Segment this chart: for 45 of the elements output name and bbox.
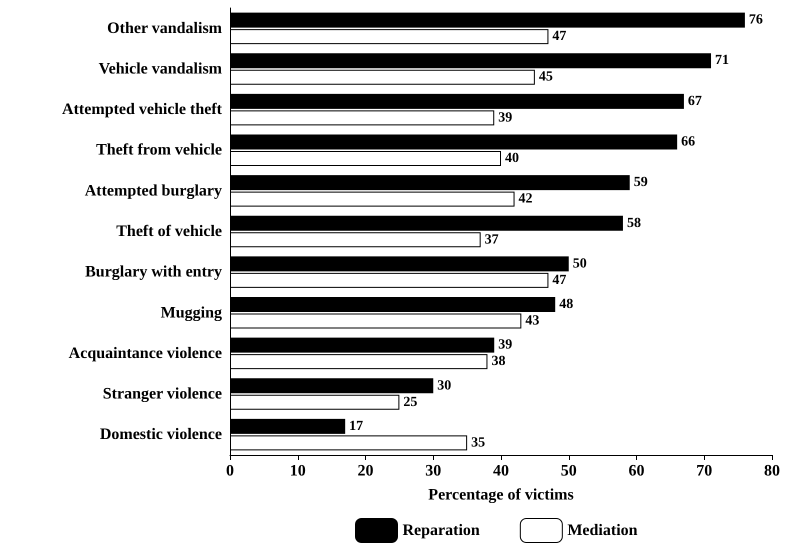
y-tick-label: Mugging [160,304,222,322]
x-tick-label: 50 [560,462,577,480]
y-tick-label: Burglary with entry [85,264,222,281]
legend-label: Mediation [567,522,638,539]
x-tick-label: 40 [493,462,509,480]
data-label: 47 [552,272,566,288]
data-label: 42 [518,192,533,207]
data-label: 58 [626,216,641,231]
x-axis-title: Percentage of victims [428,486,574,504]
y-tick-label: Attempted burglary [84,182,222,200]
y-tick-label: Theft of vehicle [116,223,222,240]
legend-label: Reparation [402,522,480,539]
data-label: 71 [715,53,730,68]
data-label: 35 [471,435,486,450]
data-label: 59 [634,175,648,190]
data-label: 43 [525,314,540,329]
data-label: 66 [681,134,696,150]
data-label: 25 [403,394,418,410]
data-label: 37 [484,232,499,248]
data-label: 40 [505,150,519,166]
y-tick-label: Theft from vehicle [96,142,222,159]
data-label: 76 [748,12,763,28]
data-label: 48 [559,297,574,312]
x-tick-label: 80 [764,462,780,480]
y-tick-label: Domestic violence [100,426,222,444]
data-label: 17 [349,418,364,434]
y-tick-label: Stranger violence [102,386,222,403]
data-label: 38 [491,354,506,370]
x-tick-label: 0 [226,462,234,480]
data-label: 67 [688,94,702,109]
data-label: 50 [572,256,587,272]
data-label: 39 [498,338,512,353]
data-label: 47 [552,29,566,44]
data-label: 45 [538,70,553,85]
y-tick-label: Acquaintance violence [68,344,222,362]
data-label: 39 [498,110,512,126]
data-label: 30 [437,378,452,394]
x-tick-label: 70 [696,462,712,480]
y-tick-label: Vehicle vandalism [98,60,223,78]
y-tick-label: Other vandalism [107,20,223,37]
y-tick-label: Attempted vehicle theft [62,101,223,118]
x-tick-label: 30 [425,462,442,480]
x-tick-label: 20 [358,462,374,480]
x-tick-label: 60 [628,462,644,480]
x-tick-label: 10 [290,462,306,480]
